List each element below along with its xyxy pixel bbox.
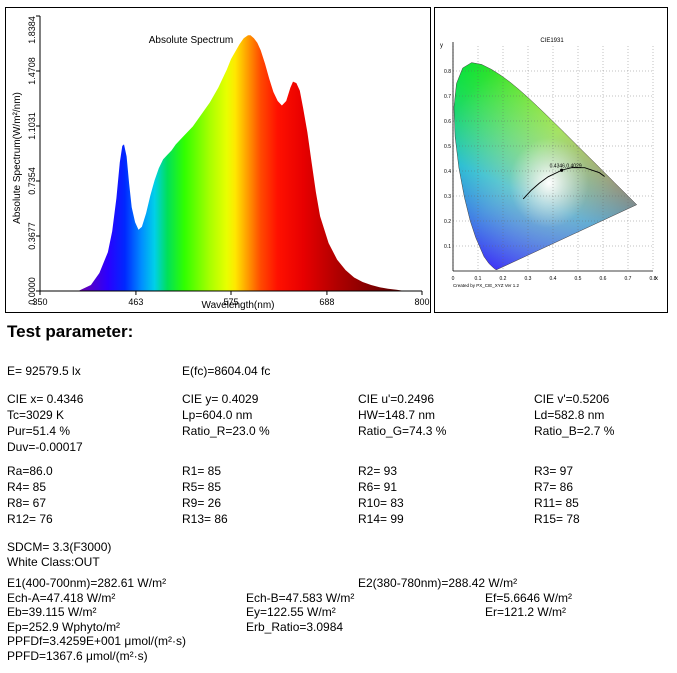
- cie-x-tick-label: 0.1: [475, 276, 482, 282]
- pur-value: Pur=51.4 %: [7, 424, 71, 438]
- spectrum-title: Absolute Spectrum: [149, 35, 234, 46]
- r15-value: R15= 78: [534, 512, 580, 526]
- r4-value: R4= 85: [7, 480, 47, 494]
- y-tick-label: 0.7354: [27, 167, 37, 195]
- r6-value: R6= 91: [358, 480, 398, 494]
- cie-y-tick-label: 0.2: [444, 219, 451, 225]
- y-tick-label: 0.0000: [27, 277, 37, 305]
- cie-gamut-white: [453, 62, 638, 271]
- erb-ratio-value: Erb_Ratio=3.0984: [246, 620, 344, 634]
- cie-y-tick-label: 0.1: [444, 244, 451, 250]
- er-value: Er=121.2 W/m²: [485, 605, 567, 619]
- cie-x-tick-label: 0.8: [650, 276, 657, 282]
- cie-chart: 0 0.1 0.2 0.3 0.4 0.5 0.6 0.7 0.8 0.1 0.2 0.3 0.4 0.5…: [440, 38, 658, 288]
- cie-u-value: CIE u'=0.2496: [358, 392, 435, 406]
- x-tick-label: 800: [414, 297, 429, 307]
- spectrum-xlabel: Wavelength(nm): [202, 300, 275, 311]
- ld-value: Ld=582.8 nm: [534, 408, 605, 422]
- cie-y-tick-label: 0.3: [444, 194, 451, 200]
- spectrum-area: [78, 35, 406, 292]
- x-tick-label: 350: [32, 297, 47, 307]
- r11-value: R11= 85: [534, 496, 579, 510]
- spectrum-ylabel: Absolute Spectrum(W/m²/nm): [12, 92, 23, 224]
- y-tick-label: 1.1031: [27, 112, 37, 140]
- r3-value: R3= 97: [534, 464, 574, 478]
- ratio-b-value: Ratio_B=2.7 %: [534, 424, 615, 438]
- cie-point-label: 0.4346,0.4029: [550, 163, 582, 169]
- cie-v-value: CIE v'=0.5206: [534, 392, 610, 406]
- cie-x-tick-label: 0: [452, 276, 455, 282]
- cie-x-tick-label: 0.5: [575, 276, 582, 282]
- r9-value: R9= 26: [182, 496, 222, 510]
- ratio-g-value: Ratio_G=74.3 %: [358, 424, 447, 438]
- r2-value: R2= 93: [358, 464, 398, 478]
- cie-x-tick-label: 0.7: [625, 276, 632, 282]
- tc-value: Tc=3029 K: [7, 408, 65, 422]
- y-tick-label: 1.4708: [27, 57, 37, 85]
- e1-value: E1(400-700nm)=282.61 W/m²: [7, 576, 167, 590]
- ra-value: Ra=86.0: [7, 464, 53, 478]
- r14-value: R14= 99: [358, 512, 404, 526]
- ef-value: Ef=5.6646 W/m²: [485, 591, 573, 605]
- cie-y-tick-label: 0.8: [444, 69, 451, 75]
- illuminance-fc: E(fc)=8604.04 fc: [182, 364, 271, 378]
- sdcm-value: SDCM= 3.3(F3000): [7, 540, 112, 554]
- ey-value: Ey=122.55 W/m²: [246, 605, 336, 619]
- cie-x-tick-label: 0.2: [500, 276, 507, 282]
- r5-value: R5= 85: [182, 480, 222, 494]
- e2-value: E2(380-780nm)=288.42 W/m²: [358, 576, 518, 590]
- x-tick-label: 463: [128, 297, 143, 307]
- ppfdf-value: PPFDf=3.4259E+001 μmol/(m²·s): [7, 634, 186, 648]
- spectrum-chart-panel: 350 463 575 688 800 0.0000 0.3677 0.7354 1.1031 1…: [5, 7, 431, 313]
- lp-value: Lp=604.0 nm: [182, 408, 253, 422]
- cie-y-tick-label: 0.6: [444, 119, 451, 125]
- cie-footer: Created by PX_CIE_XYZ Ver 1.2: [453, 283, 520, 288]
- cie-y-value: CIE y= 0.4029: [182, 392, 259, 406]
- cie-y-tick-label: 0.5: [444, 144, 451, 150]
- cie-y-tick-label: 0.7: [444, 94, 451, 100]
- y-tick-label: 1.8384: [27, 16, 37, 44]
- ep-value: Ep=252.9 Wphyto/m²: [7, 620, 121, 634]
- spectrum-chart: 350 463 575 688 800 0.0000 0.3677 0.7354 1.1031 1…: [12, 15, 430, 311]
- cie-y-tick-label: 0.4: [444, 169, 451, 175]
- cie-x-tick-label: 0.6: [600, 276, 607, 282]
- r13-value: R13= 86: [182, 512, 228, 526]
- white-class-value: White Class:OUT: [7, 555, 100, 569]
- cie-x-tick-label: 0.3: [525, 276, 532, 282]
- hw-value: HW=148.7 nm: [358, 408, 436, 422]
- cie-x-tick-label: 0.4: [550, 276, 557, 282]
- report-heading: Test parameter:: [7, 322, 134, 341]
- r7-value: R7= 86: [534, 480, 574, 494]
- ratio-r-value: Ratio_R=23.0 %: [182, 424, 270, 438]
- x-tick-label: 688: [319, 297, 334, 307]
- cie-x-value: CIE x= 0.4346: [7, 392, 84, 406]
- duv-value: Duv=-0.00017: [7, 440, 83, 454]
- cie-chart-panel: 0 0.1 0.2 0.3 0.4 0.5 0.6 0.7 0.8 0.1 0.2 0.3 0.4 0.5…: [434, 7, 668, 313]
- cie-point: [560, 168, 564, 172]
- illuminance: E= 92579.5 lx: [7, 364, 81, 378]
- r8-value: R8= 67: [7, 496, 47, 510]
- r1-value: R1= 85: [182, 464, 222, 478]
- cie-xlabel: x: [655, 276, 658, 282]
- cie-title: CIE1931: [540, 38, 564, 44]
- ech-b-value: Ech-B=47.583 W/m²: [246, 591, 355, 605]
- eb-value: Eb=39.115 W/m²: [7, 605, 97, 619]
- cie-ylabel: y: [440, 43, 443, 49]
- ppfd-value: PPFD=1367.6 μmol/(m²·s): [7, 649, 148, 663]
- x-tick-label: 575: [223, 297, 238, 307]
- r12-value: R12= 76: [7, 512, 53, 526]
- ech-a-value: Ech-A=47.418 W/m²: [7, 591, 116, 605]
- r10-value: R10= 83: [358, 496, 404, 510]
- y-tick-label: 0.3677: [27, 222, 37, 250]
